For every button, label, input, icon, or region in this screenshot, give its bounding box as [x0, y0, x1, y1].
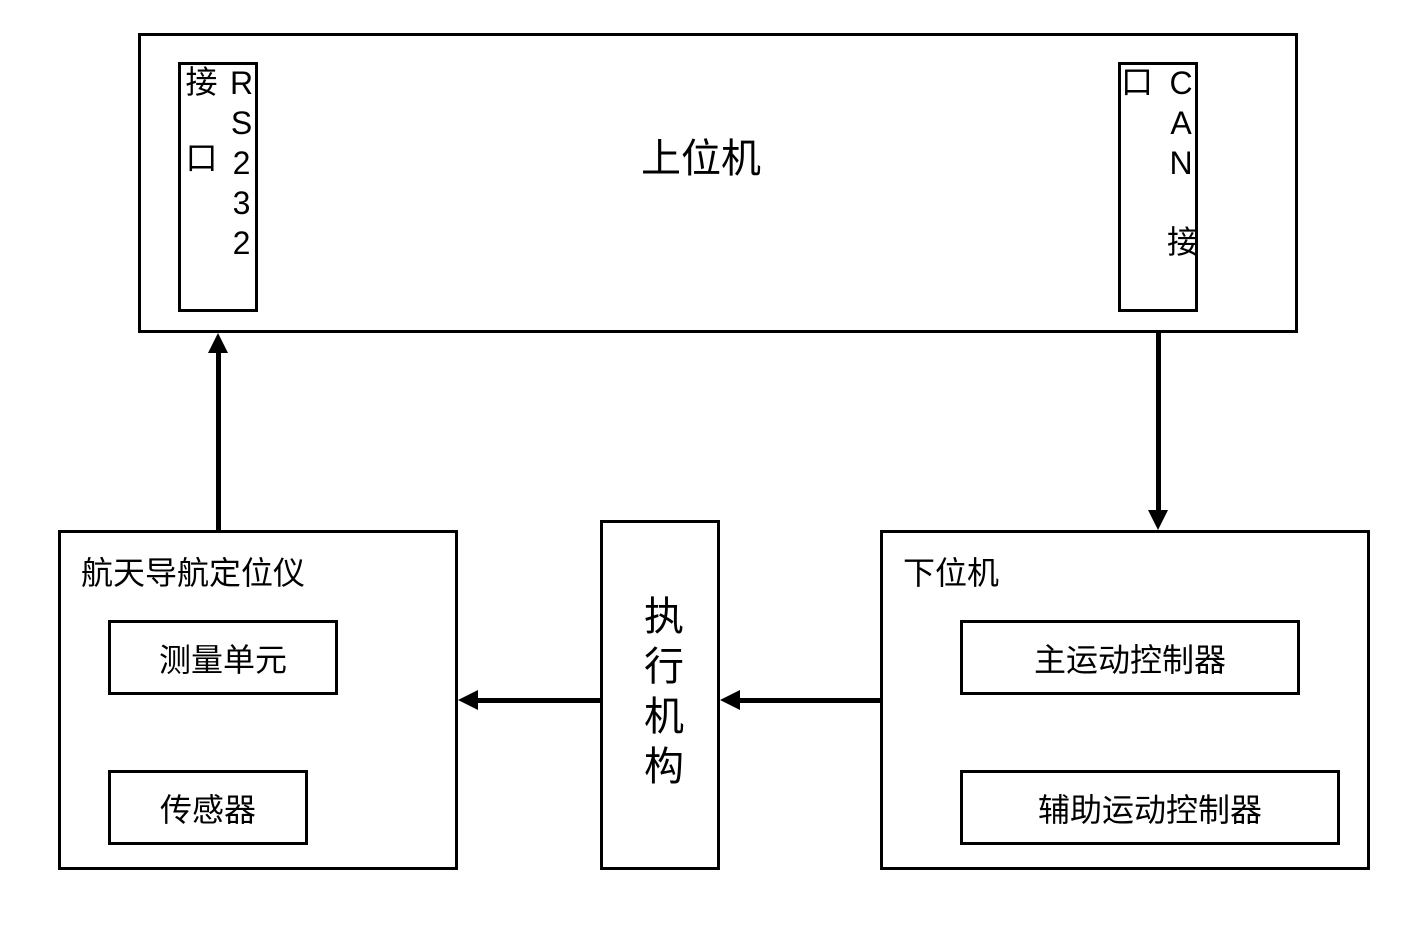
can-interface-box: CAN 接 口 — [1118, 62, 1198, 312]
measurement-unit-box: 测量单元 — [108, 620, 338, 695]
main-controller-box: 主运动控制器 — [960, 620, 1300, 695]
arrow-lower-to-actuator — [738, 698, 880, 703]
actuator-label: 执行机构 — [631, 595, 689, 795]
aux-controller-label: 辅助运动控制器 — [1038, 785, 1262, 831]
navigation-device-label: 航天导航定位仪 — [81, 548, 305, 594]
arrow-head-upper-to-lower — [1148, 510, 1168, 530]
arrow-nav-to-upper — [216, 350, 221, 530]
main-controller-label: 主运动控制器 — [1034, 635, 1226, 681]
actuator-box: 执行机构 — [600, 520, 720, 870]
can-interface-label: CAN 接 口 — [1112, 65, 1204, 309]
arrow-actuator-to-nav — [476, 698, 600, 703]
arrow-head-nav-to-upper — [208, 333, 228, 353]
arrow-upper-to-lower — [1156, 333, 1161, 513]
arrow-head-actuator-to-nav — [458, 690, 478, 710]
aux-controller-box: 辅助运动控制器 — [960, 770, 1340, 845]
rs232-interface-label: RS232 接 口 — [177, 65, 260, 309]
upper-computer-label: 上位机 — [641, 126, 761, 184]
sensor-box: 传感器 — [108, 770, 308, 845]
sensor-label: 传感器 — [160, 785, 256, 831]
arrow-head-lower-to-actuator — [720, 690, 740, 710]
rs232-interface-box: RS232 接 口 — [178, 62, 258, 312]
measurement-unit-label: 测量单元 — [159, 635, 287, 681]
lower-computer-label: 下位机 — [903, 548, 999, 594]
